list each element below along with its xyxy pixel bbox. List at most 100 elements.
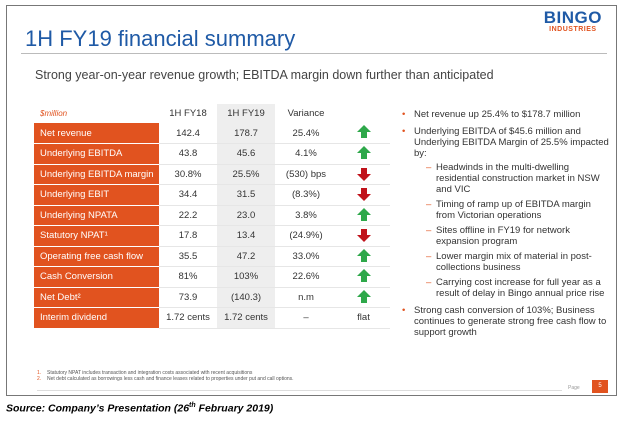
table-row: Net revenue 142.4 178.7 25.4% <box>34 123 390 144</box>
trend-indicator <box>337 287 390 308</box>
cell-fy19: 103% <box>217 266 275 288</box>
row-label: Underlying EBITDA margin <box>34 164 159 185</box>
table-row: Underlying EBITDA 43.8 45.6 4.1% <box>34 143 390 165</box>
row-label: Interim dividend <box>34 307 159 329</box>
slide-title: 1H FY19 financial summary <box>25 26 296 51</box>
table-row: Operating free cash flow 35.5 47.2 33.0% <box>34 246 390 267</box>
table-header-row: $million 1H FY18 1H FY19 Variance <box>34 104 390 123</box>
row-label: Net Debt² <box>34 287 159 308</box>
table-row: Underlying EBIT 34.4 31.5 (8.3%) <box>34 184 390 206</box>
footnote-text: Net debt calculated as borrowings less c… <box>47 376 294 382</box>
cell-fy18: 30.8% <box>159 164 217 185</box>
table-row: Underlying NPATA 22.2 23.0 3.8% <box>34 205 390 226</box>
up-arrow-icon <box>356 269 371 283</box>
logo-sub-text: INDUSTRIES <box>549 26 597 33</box>
bullet-text: Underlying EBITDA of $45.6 million and U… <box>414 126 609 159</box>
cell-variance: 4.1% <box>275 143 337 165</box>
flat-indicator: flat <box>337 307 390 329</box>
cell-variance: n.m <box>275 287 337 308</box>
cell-fy18: 142.4 <box>159 123 217 144</box>
source-caption: Source: Company’s Presentation (26th Feb… <box>6 402 273 415</box>
bingo-logo: BINGO INDUSTRIES <box>544 9 602 34</box>
row-label: Net revenue <box>34 123 159 144</box>
bullet-item: Net revenue up 25.4% to $178.7 million <box>402 109 612 120</box>
down-arrow-icon <box>356 167 371 181</box>
trend-indicator <box>337 266 390 288</box>
sub-bullet-item: Carrying cost increase for full year as … <box>414 277 612 299</box>
table-row: Underlying EBITDA margin 30.8% 25.5% (530) … <box>34 164 390 185</box>
logo-main-text: BINGO <box>543 8 602 27</box>
cell-fy19: 47.2 <box>217 246 275 267</box>
trend-indicator <box>337 225 390 247</box>
source-prefix: Source: Company’s Presentation (26 <box>6 402 190 415</box>
sub-bullet-item: Lower margin mix of material in post-col… <box>414 251 612 273</box>
cell-fy19: 1.72 cents <box>217 307 275 329</box>
cell-fy18: 35.5 <box>159 246 217 267</box>
cell-fy19: 178.7 <box>217 123 275 144</box>
footnote-number: 1. <box>37 370 42 376</box>
row-label: Statutory NPAT¹ <box>34 225 159 247</box>
footnote: 2. Net debt calculated as borrowings less… <box>37 376 294 382</box>
cell-fy19: (140.3) <box>217 287 275 308</box>
cell-fy19: 13.4 <box>217 225 275 247</box>
table-row: Net Debt² 73.9 (140.3) n.m <box>34 287 390 308</box>
bullet-item: Strong cash conversion of 103%; Business… <box>402 305 612 338</box>
footnote: 1. Statutory NPAT includes transaction an… <box>37 370 294 376</box>
title-divider <box>21 53 607 54</box>
table-row: Statutory NPAT¹ 17.8 13.4 (24.9%) <box>34 225 390 247</box>
table-row: Cash Conversion 81% 103% 22.6% <box>34 266 390 288</box>
source-superscript: th <box>189 402 196 409</box>
sub-bullet-item: Timing of ramp up of EBITDA margin from … <box>414 199 612 221</box>
up-arrow-icon <box>356 289 371 303</box>
bullet-item: Underlying EBITDA of $45.6 million and U… <box>402 126 612 299</box>
column-header-indicator <box>337 104 390 123</box>
footnotes: 1. Statutory NPAT includes transaction an… <box>37 370 294 382</box>
sub-bullet-item: Sites offline in FY19 for network expans… <box>414 225 612 247</box>
cell-fy18: 73.9 <box>159 287 217 308</box>
cell-variance: – <box>275 307 337 329</box>
down-arrow-icon <box>356 229 371 243</box>
page-label: Page <box>568 385 580 391</box>
cell-fy18: 22.2 <box>159 205 217 226</box>
cell-fy18: 81% <box>159 266 217 288</box>
trend-indicator <box>337 123 390 144</box>
up-arrow-icon <box>356 207 371 221</box>
down-arrow-icon <box>356 188 371 202</box>
unit-header: $million <box>40 109 68 118</box>
trend-indicator <box>337 164 390 185</box>
presentation-slide: BINGO INDUSTRIES 1H FY19 financial summa… <box>6 5 617 396</box>
cell-fy18: 34.4 <box>159 184 217 206</box>
trend-indicator <box>337 246 390 267</box>
trend-indicator <box>337 143 390 165</box>
flat-label: flat <box>357 312 370 324</box>
cell-variance: 3.8% <box>275 205 337 226</box>
cell-fy19: 45.6 <box>217 143 275 165</box>
column-header-fy18: 1H FY18 <box>169 108 207 119</box>
financial-summary-table: $million 1H FY18 1H FY19 Variance Net re… <box>34 104 390 329</box>
footnote-number: 2. <box>37 376 42 382</box>
column-header-variance: Variance <box>287 108 325 119</box>
source-suffix: February 2019) <box>195 402 274 415</box>
row-label: Underlying EBITDA <box>34 143 159 165</box>
footnote-text: Statutory NPAT includes transaction and … <box>47 370 253 376</box>
page-number: 5 <box>592 380 608 393</box>
commentary-bullets: Net revenue up 25.4% to $178.7 million Un… <box>402 109 612 344</box>
row-label: Cash Conversion <box>34 266 159 288</box>
cell-variance: 33.0% <box>275 246 337 267</box>
cell-fy18: 1.72 cents <box>159 307 217 329</box>
cell-fy18: 17.8 <box>159 225 217 247</box>
bullet-text: Strong cash conversion of 103%; Business… <box>414 305 607 338</box>
cell-variance: (8.3%) <box>275 184 337 206</box>
up-arrow-icon <box>356 248 371 262</box>
row-label: Underlying NPATA <box>34 205 159 226</box>
footer-divider <box>37 390 562 391</box>
up-arrow-icon <box>356 125 371 139</box>
cell-fy19: 25.5% <box>217 164 275 185</box>
cell-variance: (530) bps <box>275 164 337 185</box>
cell-variance: 25.4% <box>275 123 337 144</box>
slide-subtitle: Strong year-on-year revenue growth; EBIT… <box>35 68 494 82</box>
cell-fy19: 23.0 <box>217 205 275 226</box>
cell-fy19: 31.5 <box>217 184 275 206</box>
cell-fy18: 43.8 <box>159 143 217 165</box>
cell-variance: (24.9%) <box>275 225 337 247</box>
